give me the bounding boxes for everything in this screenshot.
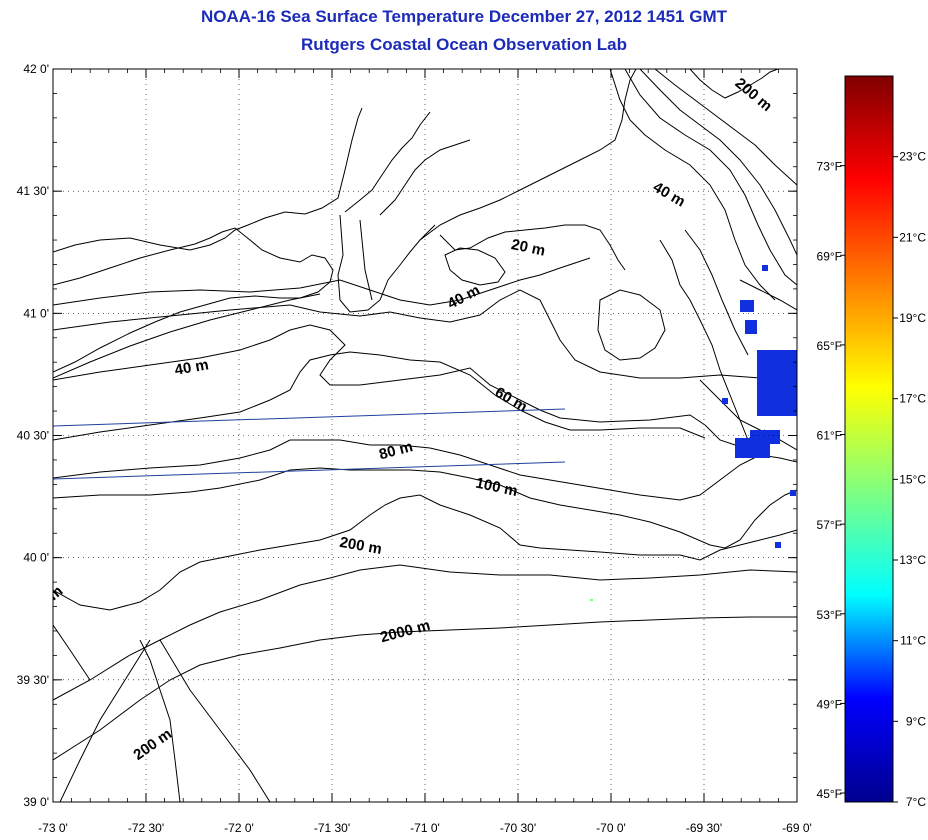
grid-lines: [53, 69, 797, 802]
satellite-tracks: [53, 408, 566, 480]
sst-pixel: [775, 542, 781, 548]
sst-pixels: [590, 265, 797, 601]
colorbar-label-c: 23°C: [899, 150, 926, 164]
sst-pixel: [745, 320, 757, 334]
lon-tick-label: -71 0': [410, 821, 440, 835]
sst-pixel: [740, 300, 754, 312]
colorbar-labels: 23°C 21°C 19°C 17°C 15°C 13°C 11°C 9°C 7°C 73°F 69…: [817, 150, 927, 809]
lat-tick-label: 40 0': [23, 551, 49, 565]
isobath-label: 80 m: [377, 438, 414, 463]
colorbar-label-f: 53°F: [817, 608, 842, 622]
colorbar-label-c: 19°C: [899, 311, 926, 325]
isobath-label: 200 m: [130, 725, 175, 763]
colorbar-label-c: 17°C: [899, 392, 926, 406]
colorbar-label-f: 45°F: [817, 787, 842, 801]
lon-tick-label: -69 30': [686, 821, 722, 835]
lat-tick-label: 41 0': [23, 306, 49, 320]
colorbar-label-c: 21°C: [899, 230, 926, 244]
isobath-label: 2000 m: [378, 617, 432, 647]
colorbar-label-c: 7°C: [906, 795, 926, 809]
isobath-label: 200 m: [338, 534, 383, 558]
sst-pixel: [757, 350, 797, 416]
map-subtitle: Rutgers Coastal Ocean Observation Lab: [301, 35, 627, 54]
colorbar-label-c: 11°C: [900, 634, 926, 648]
colorbar-label-f: 61°F: [817, 429, 842, 443]
isobath-label: 20 m: [510, 236, 547, 260]
colorbar-label-c: 15°C: [899, 472, 926, 486]
colorbar-label-c: 9°C: [906, 714, 926, 728]
lon-tick-label: -69 0': [782, 821, 812, 835]
lat-tick-label: 39 0': [23, 795, 49, 809]
lon-tick-label: -72 0': [224, 821, 254, 835]
colorbar-label-f: 69°F: [817, 249, 842, 263]
lat-tick-label: 40 30': [17, 429, 49, 443]
sst-pixel: [750, 440, 770, 458]
colorbar-label-f: 49°F: [817, 697, 842, 711]
colorbar: [844, 75, 894, 803]
isobath-label: m: [45, 583, 66, 605]
lat-tick-label: 39 30': [17, 673, 49, 687]
axis-labels: -73 0' -72 30' -72 0' -71 30' -71 0' -70 30' -…: [17, 62, 812, 835]
lat-tick-label: 42 0': [23, 62, 49, 76]
axis-ticks: [52, 68, 798, 803]
sst-pixel: [590, 599, 593, 601]
sst-pixel: [790, 490, 796, 496]
map-frame: [52, 68, 798, 803]
sst-pixel: [762, 265, 768, 271]
lon-tick-label: -70 30': [500, 821, 536, 835]
lat-tick-label: 41 30': [17, 184, 49, 198]
lon-tick-label: -72 30': [128, 821, 164, 835]
isobath-label: 200 m: [732, 75, 776, 115]
lon-tick-label: -73 0': [38, 821, 68, 835]
colorbar-label-c: 13°C: [899, 553, 926, 567]
sst-pixel: [722, 398, 728, 404]
isobaths: [53, 69, 797, 802]
isobath-label: 40 m: [173, 356, 210, 379]
colorbar-label-f: 73°F: [817, 160, 842, 174]
colorbar-label-f: 57°F: [817, 518, 842, 532]
isobath-label: 100 m: [474, 475, 519, 500]
lon-tick-label: -71 30': [314, 821, 350, 835]
isobath-label: 40 m: [445, 282, 483, 313]
map-title: NOAA-16 Sea Surface Temperature December…: [201, 7, 727, 26]
coastline: [53, 69, 797, 451]
colorbar-label-f: 65°F: [817, 339, 842, 353]
lon-tick-label: -70 0': [596, 821, 626, 835]
isobath-label: 40 m: [650, 179, 688, 211]
